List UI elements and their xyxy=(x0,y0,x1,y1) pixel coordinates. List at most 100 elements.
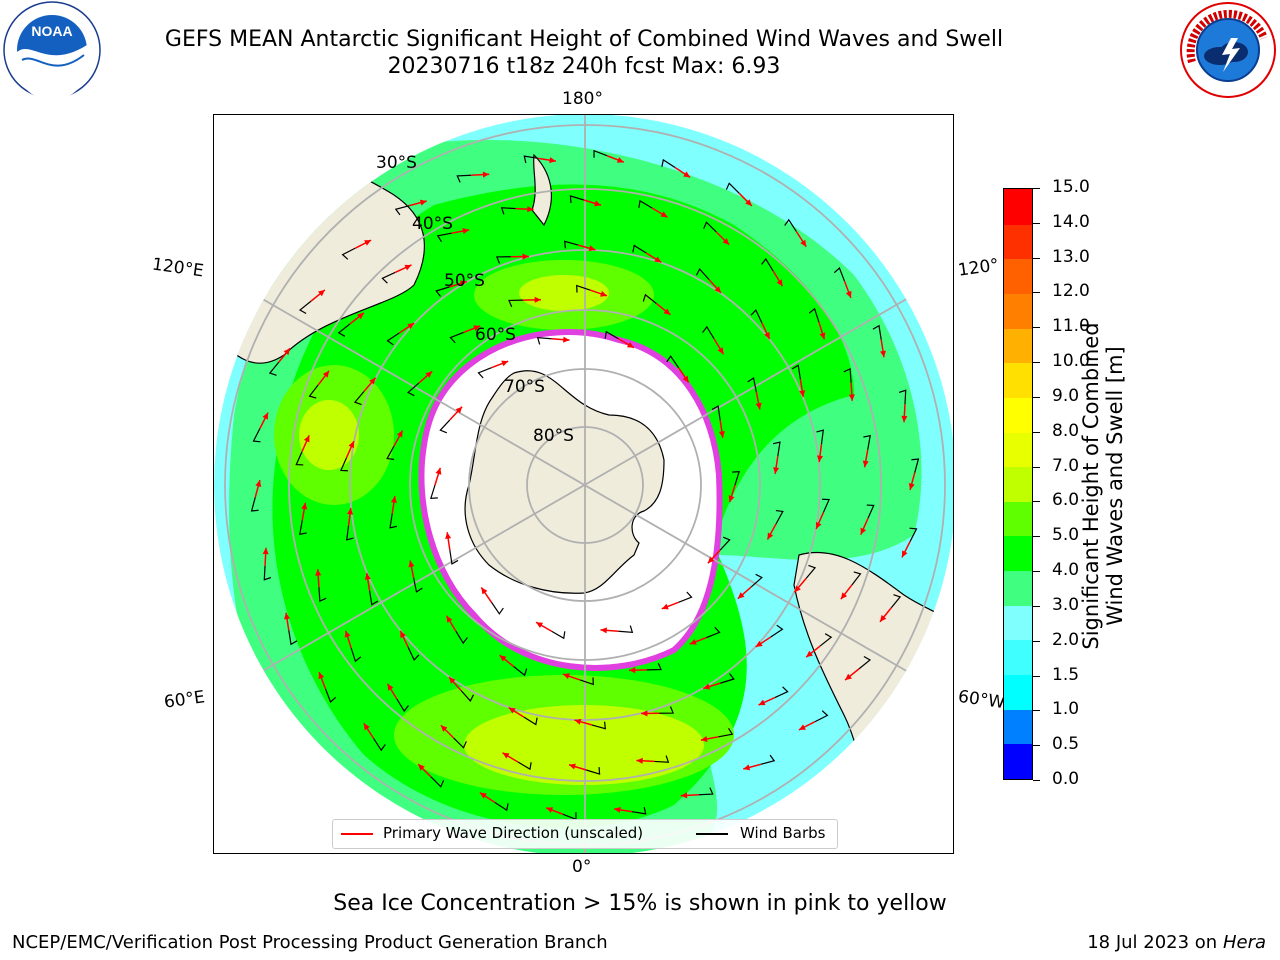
wind-barb xyxy=(337,323,351,337)
wind-barb xyxy=(814,710,829,723)
wave-direction-arrowhead xyxy=(641,710,648,717)
wind-barb xyxy=(632,244,647,254)
colorbar-tick-label: 9.0 xyxy=(1052,385,1080,406)
colorbar-tick-label: 6.0 xyxy=(1052,490,1080,511)
wind-barb xyxy=(500,207,516,215)
wind-barb xyxy=(819,633,833,647)
wind-barb xyxy=(702,325,715,340)
wave-direction-arrowhead xyxy=(683,171,691,178)
wind-barb xyxy=(523,155,539,164)
wind-barb xyxy=(250,497,259,512)
wind-barb xyxy=(295,451,304,466)
wind-barb xyxy=(843,367,852,383)
wave-direction-arrowhead xyxy=(629,667,636,674)
wave-direction-arrowhead xyxy=(473,325,481,332)
colorbar-tick xyxy=(1033,571,1040,573)
map-panel[interactable]: 30°S 40°S 50°S 60°S 70°S 80°S Primary Wa… xyxy=(213,114,954,854)
wave-direction-arrowhead xyxy=(714,286,721,293)
wave-direction-arrowhead xyxy=(459,280,467,287)
wave-direction-arrowhead xyxy=(346,508,354,515)
nws-logo xyxy=(1180,2,1276,98)
wind-barb xyxy=(711,405,721,421)
colorbar-tick-label: 13.0 xyxy=(1052,246,1090,267)
lat-label-70s: 70°S xyxy=(504,377,545,397)
colorbar-segment xyxy=(1004,709,1032,745)
colorbar-segment xyxy=(1004,258,1032,294)
colorbar-tick-label: 5.0 xyxy=(1052,525,1080,546)
wave-direction-arrowhead xyxy=(348,441,355,449)
wind-barb xyxy=(407,382,420,397)
wind-barb xyxy=(430,484,438,500)
wind-barb xyxy=(407,646,420,661)
colorbar-tick-label: 1.5 xyxy=(1052,664,1080,685)
graticule xyxy=(214,115,953,853)
wave-direction-arrowhead xyxy=(501,360,509,367)
wave-direction-arrowhead xyxy=(880,350,887,358)
wind-barb xyxy=(318,587,327,603)
wave-direction-arrowhead xyxy=(574,718,582,725)
colorbar-tick xyxy=(1033,292,1040,294)
wave-field xyxy=(214,115,953,853)
wind-barb xyxy=(353,391,365,406)
colorbar-tick xyxy=(1033,257,1040,259)
map-legend: Primary Wave Direction (unscaled) Wind B… xyxy=(332,819,838,849)
wind-barb xyxy=(772,441,781,457)
colorbar-tick xyxy=(1033,640,1040,642)
wind-barb xyxy=(268,361,280,376)
wind-barb xyxy=(858,655,872,670)
colorbar-segment xyxy=(1004,743,1032,779)
wave-direction-arrowhead xyxy=(806,650,813,658)
wave-direction-arrowhead xyxy=(363,723,370,731)
wave-direction-arrowhead xyxy=(773,467,780,474)
wave-direction-arrowhead xyxy=(901,415,908,423)
wind-barb xyxy=(477,367,492,379)
wind-barb xyxy=(340,457,348,472)
wind-barb xyxy=(593,149,608,158)
wind-barb xyxy=(456,174,472,183)
wind-barb xyxy=(523,716,538,726)
wind-barb xyxy=(449,331,464,344)
wind-barb xyxy=(666,355,680,369)
wind-barb xyxy=(816,429,824,445)
wave-direction-arrowhead xyxy=(387,683,394,691)
lon-label-120w: 120° xyxy=(956,255,1001,281)
wind-barb xyxy=(369,590,379,606)
colorbar-segment xyxy=(1004,639,1032,676)
wave-direction-arrowhead xyxy=(357,312,364,320)
wave-direction-arrowhead xyxy=(737,592,745,599)
wave-direction-arrowhead xyxy=(408,560,415,568)
wind-barb xyxy=(453,737,467,749)
colorbar-segment xyxy=(1004,535,1032,572)
wave-direction-arrowhead xyxy=(815,521,822,529)
colorbar-tick-label: 7.0 xyxy=(1052,455,1080,476)
wave-direction-arrowhead xyxy=(479,792,487,799)
wave-direction-arrowhead xyxy=(840,592,848,600)
wave-direction-arrowhead xyxy=(689,638,697,645)
wave-direction-arrowhead xyxy=(425,371,433,378)
wave-direction-arrowhead xyxy=(527,206,534,213)
wind-barb xyxy=(435,286,450,297)
wave-direction-arrowhead xyxy=(549,157,556,164)
colorbar-tick xyxy=(1033,466,1040,468)
colorbar-segment xyxy=(1004,605,1032,641)
wind-barb xyxy=(890,594,902,609)
wave-direction-arrowhead xyxy=(563,336,570,343)
wind-barb xyxy=(719,536,731,551)
wind-barb xyxy=(805,564,817,579)
colorbar-segment xyxy=(1004,224,1032,260)
wind-barb xyxy=(659,706,675,714)
colorbar-segment xyxy=(1004,674,1032,710)
map-title: GEFS MEAN Antarctic Significant Height o… xyxy=(164,27,1004,52)
lat-label-40s: 40°S xyxy=(412,214,453,234)
wave-direction-arrowhead xyxy=(390,496,397,503)
wind-barb xyxy=(298,300,312,315)
wave-direction-arrowhead xyxy=(344,630,351,638)
wave-direction-arrowhead xyxy=(758,699,766,706)
wind-barb xyxy=(346,525,354,541)
wave-direction-arrowhead xyxy=(418,764,425,771)
wave-direction-arrowhead xyxy=(255,480,262,487)
wind-barb xyxy=(460,690,475,703)
lon-label-0: 0° xyxy=(572,857,592,877)
wave-vectors xyxy=(250,149,920,821)
wave-direction-arrowhead xyxy=(419,199,427,206)
